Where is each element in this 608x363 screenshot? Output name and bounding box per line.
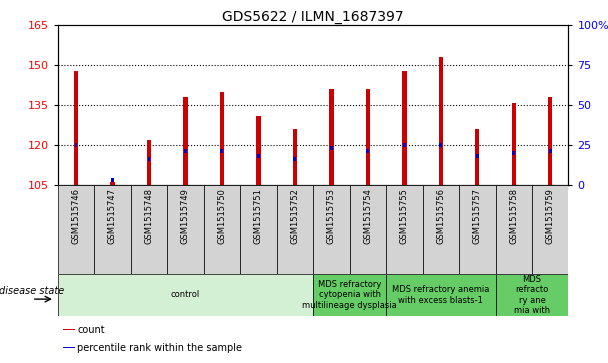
Bar <box>63 329 75 330</box>
Text: disease state: disease state <box>0 286 64 296</box>
Bar <box>256 116 261 185</box>
Bar <box>111 178 114 182</box>
Text: GSM1515749: GSM1515749 <box>181 188 190 244</box>
Text: GSM1515748: GSM1515748 <box>145 188 153 244</box>
Bar <box>148 156 150 160</box>
Bar <box>110 183 115 185</box>
Text: MDS refractory anemia
with excess blasts-1: MDS refractory anemia with excess blasts… <box>392 285 489 305</box>
Bar <box>63 347 75 348</box>
Bar <box>402 71 407 185</box>
Bar <box>221 148 223 152</box>
Bar <box>147 140 151 185</box>
Bar <box>167 185 204 274</box>
Bar <box>423 185 459 274</box>
Bar <box>58 185 94 274</box>
Bar <box>350 185 386 274</box>
Bar <box>403 143 406 147</box>
Bar <box>549 148 551 152</box>
Bar <box>496 274 568 316</box>
Bar <box>294 156 296 160</box>
Bar <box>131 185 167 274</box>
Text: GSM1515747: GSM1515747 <box>108 188 117 244</box>
Bar <box>313 185 350 274</box>
Text: GSM1515746: GSM1515746 <box>72 188 80 244</box>
Text: GSM1515751: GSM1515751 <box>254 188 263 244</box>
Bar <box>532 185 568 274</box>
Bar <box>365 89 370 185</box>
Bar <box>548 97 553 185</box>
Bar <box>204 185 240 274</box>
Text: GSM1515758: GSM1515758 <box>510 188 518 244</box>
Text: GSM1515754: GSM1515754 <box>364 188 372 244</box>
Text: GSM1515757: GSM1515757 <box>473 188 482 244</box>
Bar <box>183 97 188 185</box>
Bar <box>476 154 478 158</box>
Bar <box>257 154 260 158</box>
Bar <box>513 151 515 155</box>
Text: MDS refractory
cytopenia with
multilineage dysplasia: MDS refractory cytopenia with multilinea… <box>302 280 397 310</box>
Text: control: control <box>171 290 200 299</box>
Bar <box>277 185 313 274</box>
Bar <box>313 274 386 316</box>
Bar <box>496 185 532 274</box>
Bar <box>367 148 369 152</box>
Text: count: count <box>77 325 105 335</box>
Title: GDS5622 / ILMN_1687397: GDS5622 / ILMN_1687397 <box>223 11 404 24</box>
Bar <box>386 185 423 274</box>
Bar <box>459 185 496 274</box>
Bar <box>184 148 187 152</box>
Text: GSM1515750: GSM1515750 <box>218 188 226 244</box>
Bar <box>386 274 496 316</box>
Text: percentile rank within the sample: percentile rank within the sample <box>77 343 242 353</box>
Text: GSM1515753: GSM1515753 <box>327 188 336 244</box>
Bar <box>74 71 78 185</box>
Text: MDS
refracto
ry ane
mia with: MDS refracto ry ane mia with <box>514 275 550 315</box>
Text: GSM1515755: GSM1515755 <box>400 188 409 244</box>
Bar <box>240 185 277 274</box>
Bar <box>438 57 443 185</box>
Bar <box>75 143 77 147</box>
Text: GSM1515759: GSM1515759 <box>546 188 554 244</box>
Bar <box>475 129 480 185</box>
Bar <box>219 92 224 185</box>
Bar <box>440 143 442 147</box>
Bar <box>58 274 313 316</box>
Text: GSM1515752: GSM1515752 <box>291 188 299 244</box>
Bar <box>511 103 516 185</box>
Bar <box>329 89 334 185</box>
Bar <box>330 146 333 150</box>
Bar <box>292 129 297 185</box>
Text: GSM1515756: GSM1515756 <box>437 188 445 244</box>
Bar <box>94 185 131 274</box>
